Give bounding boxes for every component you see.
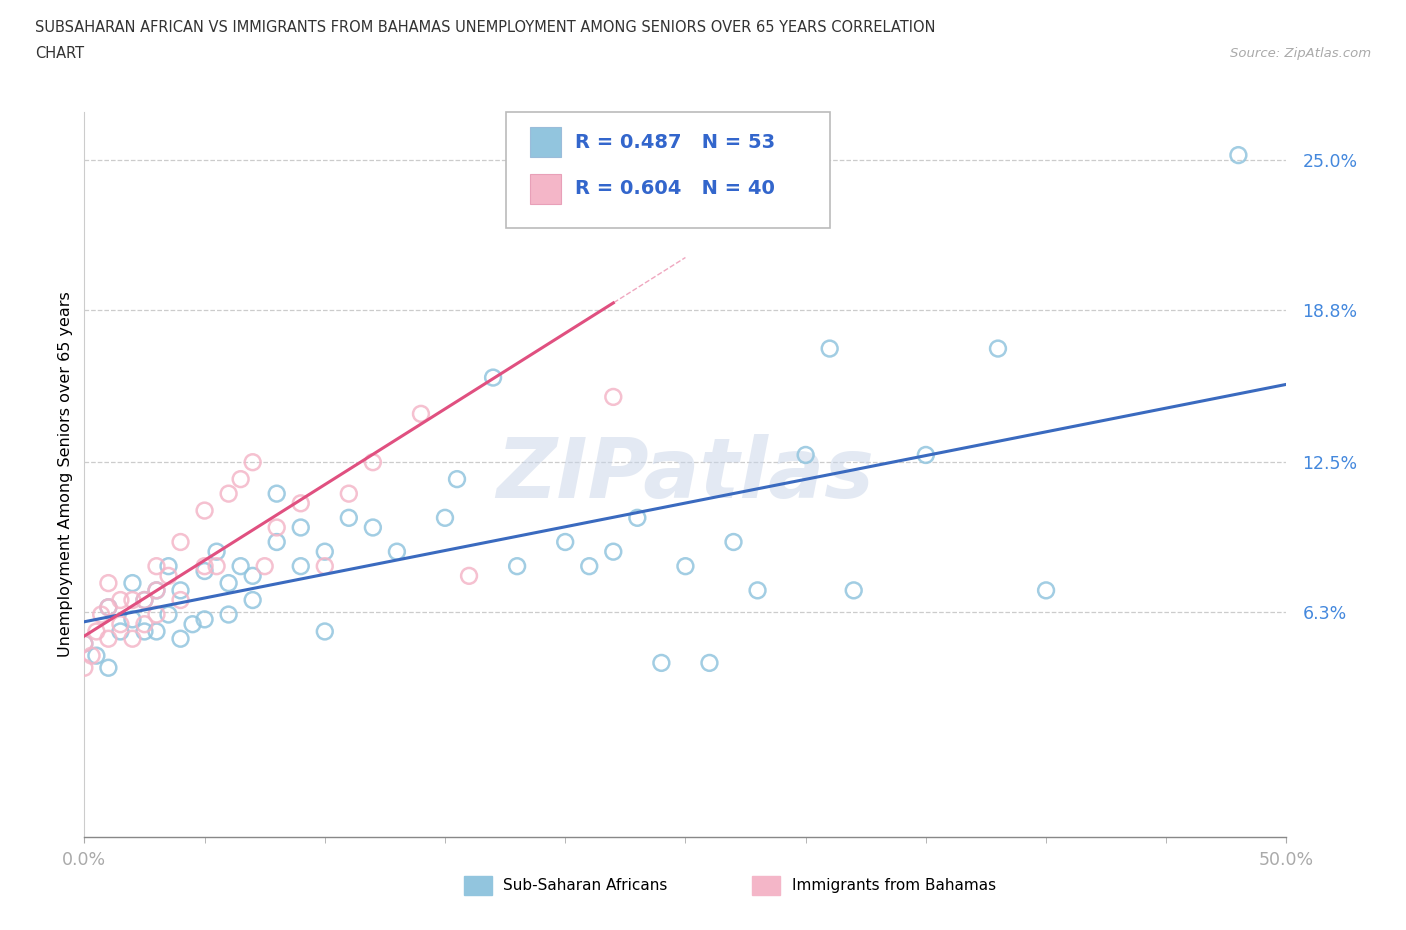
Point: [818, 341, 841, 356]
Point: [987, 341, 1010, 356]
Point: [73, 660, 96, 675]
Point: [266, 520, 288, 535]
Point: [314, 624, 336, 639]
Point: [194, 559, 217, 574]
Point: [337, 486, 360, 501]
Text: R = 0.487   N = 53: R = 0.487 N = 53: [575, 133, 775, 152]
Point: [218, 576, 240, 591]
Point: [90, 607, 112, 622]
Point: [242, 568, 264, 583]
Point: [194, 503, 217, 518]
Point: [134, 624, 156, 639]
Point: [169, 535, 191, 550]
Point: [73, 636, 96, 651]
Text: ZIPatlas: ZIPatlas: [496, 433, 875, 515]
Point: [434, 511, 457, 525]
Point: [145, 559, 167, 574]
Point: [145, 583, 167, 598]
Point: [110, 592, 132, 607]
Point: [602, 544, 624, 559]
Point: [194, 564, 217, 578]
Point: [157, 559, 180, 574]
Point: [205, 559, 228, 574]
Point: [97, 600, 120, 615]
Point: [145, 624, 167, 639]
Point: [650, 656, 672, 671]
Point: [266, 486, 288, 501]
Point: [361, 520, 384, 535]
Point: [194, 612, 217, 627]
Point: [290, 496, 312, 511]
Point: [121, 612, 143, 627]
Point: [242, 592, 264, 607]
Point: [314, 544, 336, 559]
Point: [482, 370, 505, 385]
Point: [747, 583, 769, 598]
Legend: : [1268, 118, 1279, 129]
Point: [578, 559, 600, 574]
Text: Source: ZipAtlas.com: Source: ZipAtlas.com: [1230, 46, 1371, 60]
Point: [121, 592, 143, 607]
Point: [157, 568, 180, 583]
Point: [242, 455, 264, 470]
Point: [80, 648, 103, 663]
Point: [626, 511, 648, 525]
Text: Sub-Saharan Africans: Sub-Saharan Africans: [503, 878, 668, 893]
Point: [97, 631, 120, 646]
Point: [86, 624, 108, 639]
Point: [794, 447, 817, 462]
Point: [1227, 148, 1250, 163]
Point: [253, 559, 276, 574]
Point: [110, 624, 132, 639]
Point: [506, 68, 529, 83]
Text: R = 0.604   N = 40: R = 0.604 N = 40: [575, 179, 775, 198]
Text: SUBSAHARAN AFRICAN VS IMMIGRANTS FROM BAHAMAS UNEMPLOYMENT AMONG SENIORS OVER 65: SUBSAHARAN AFRICAN VS IMMIGRANTS FROM BA…: [35, 20, 935, 35]
Point: [86, 648, 108, 663]
Point: [290, 520, 312, 535]
Point: [337, 511, 360, 525]
Point: [218, 607, 240, 622]
Point: [554, 535, 576, 550]
Point: [409, 406, 432, 421]
Point: [134, 592, 156, 607]
Text: Immigrants from Bahamas: Immigrants from Bahamas: [792, 878, 995, 893]
Point: [385, 544, 408, 559]
Point: [675, 559, 697, 574]
Point: [229, 472, 252, 486]
Point: [699, 656, 721, 671]
Point: [1035, 583, 1057, 598]
Point: [121, 576, 143, 591]
Point: [169, 631, 191, 646]
Point: [97, 660, 120, 675]
Point: [842, 583, 865, 598]
Point: [361, 455, 384, 470]
Point: [458, 568, 481, 583]
Point: [506, 559, 529, 574]
Point: [97, 600, 120, 615]
Point: [134, 592, 156, 607]
Point: [229, 559, 252, 574]
Text: CHART: CHART: [35, 46, 84, 61]
Point: [446, 472, 468, 486]
Point: [97, 576, 120, 591]
Point: [314, 559, 336, 574]
Point: [915, 447, 938, 462]
Point: [134, 617, 156, 631]
Point: [169, 592, 191, 607]
Y-axis label: Unemployment Among Seniors over 65 years: Unemployment Among Seniors over 65 years: [58, 291, 73, 658]
Point: [290, 559, 312, 574]
Point: [181, 617, 204, 631]
Point: [145, 607, 167, 622]
Point: [723, 535, 745, 550]
Point: [157, 607, 180, 622]
Point: [73, 636, 96, 651]
Point: [205, 544, 228, 559]
Point: [266, 535, 288, 550]
Point: [602, 390, 624, 405]
Point: [145, 583, 167, 598]
Point: [169, 583, 191, 598]
Point: [218, 486, 240, 501]
Point: [110, 617, 132, 631]
Point: [121, 631, 143, 646]
